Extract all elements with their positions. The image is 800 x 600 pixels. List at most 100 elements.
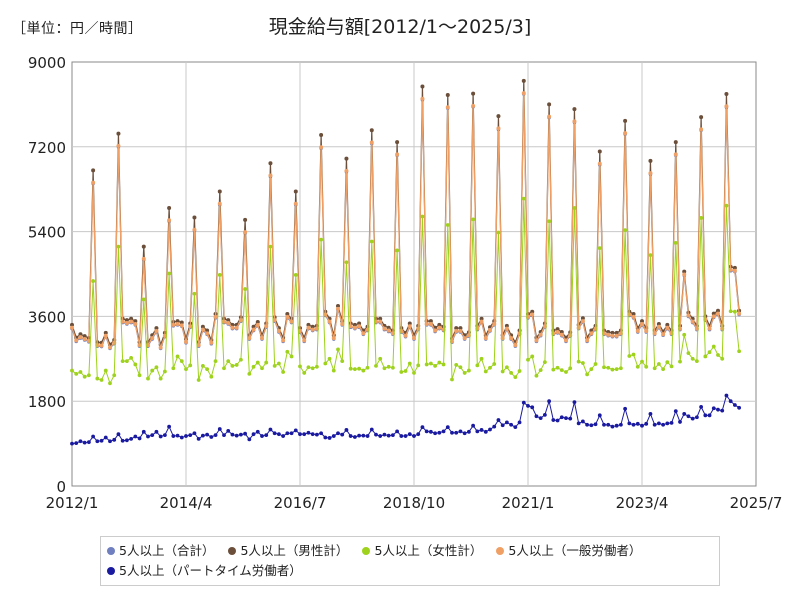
data-point bbox=[661, 367, 666, 372]
data-point bbox=[167, 218, 172, 223]
data-point bbox=[627, 421, 632, 426]
data-point bbox=[665, 360, 670, 364]
data-point bbox=[331, 336, 336, 341]
data-point bbox=[433, 328, 438, 333]
data-point bbox=[678, 359, 682, 364]
data-point bbox=[234, 363, 239, 367]
data-point bbox=[496, 114, 501, 119]
data-point bbox=[614, 367, 619, 372]
data-point bbox=[319, 133, 324, 138]
data-point bbox=[82, 337, 87, 342]
data-point bbox=[116, 143, 121, 148]
data-point bbox=[707, 350, 712, 355]
data-point bbox=[146, 376, 150, 381]
data-point bbox=[217, 273, 222, 277]
data-point bbox=[361, 368, 366, 373]
data-point bbox=[656, 362, 661, 366]
data-point bbox=[420, 425, 425, 430]
data-point bbox=[694, 415, 699, 420]
data-point bbox=[699, 404, 704, 409]
data-point bbox=[559, 415, 564, 420]
data-point bbox=[597, 246, 602, 250]
data-point bbox=[272, 363, 277, 368]
x-tick-label: 2025/7 bbox=[730, 494, 783, 512]
data-point bbox=[179, 435, 184, 440]
data-point bbox=[724, 203, 729, 208]
data-point bbox=[99, 343, 104, 348]
data-point bbox=[378, 319, 383, 324]
data-point bbox=[124, 359, 129, 364]
data-point bbox=[336, 347, 340, 352]
data-point bbox=[407, 324, 412, 329]
data-point bbox=[441, 429, 446, 434]
data-point bbox=[344, 428, 349, 432]
data-point bbox=[648, 158, 653, 163]
data-point bbox=[395, 140, 400, 145]
data-point bbox=[547, 219, 552, 224]
data-point bbox=[475, 429, 480, 434]
data-point bbox=[112, 437, 117, 442]
data-point bbox=[576, 359, 581, 364]
data-point bbox=[585, 372, 590, 377]
data-point bbox=[597, 149, 602, 154]
data-point bbox=[386, 364, 391, 369]
data-point bbox=[648, 253, 653, 258]
data-point bbox=[720, 408, 725, 413]
data-point bbox=[555, 418, 560, 423]
data-point bbox=[281, 434, 286, 438]
data-point bbox=[378, 434, 383, 438]
data-point bbox=[635, 421, 640, 426]
data-point bbox=[450, 430, 454, 435]
data-point bbox=[585, 422, 590, 427]
data-point bbox=[466, 368, 471, 373]
data-point bbox=[243, 217, 248, 222]
data-point bbox=[504, 326, 509, 331]
data-point bbox=[319, 237, 324, 242]
data-point bbox=[120, 359, 125, 364]
data-point bbox=[564, 416, 568, 421]
data-point bbox=[70, 325, 74, 330]
data-point bbox=[369, 128, 374, 133]
data-point bbox=[184, 339, 188, 344]
data-point bbox=[352, 325, 357, 330]
data-point bbox=[580, 361, 585, 365]
data-point bbox=[230, 432, 235, 437]
data-point bbox=[635, 364, 640, 369]
data-point bbox=[462, 431, 467, 436]
data-point bbox=[492, 362, 497, 366]
data-point bbox=[154, 429, 159, 434]
data-point bbox=[640, 423, 644, 428]
data-point bbox=[108, 381, 112, 386]
legend-item: 5人以上（男性計） bbox=[228, 541, 348, 561]
data-point bbox=[479, 356, 484, 361]
data-point bbox=[302, 338, 307, 343]
data-point bbox=[230, 325, 235, 330]
data-point bbox=[361, 331, 366, 336]
data-point bbox=[192, 227, 197, 232]
data-point bbox=[488, 427, 492, 432]
data-point bbox=[686, 313, 691, 318]
legend-item: 5人以上（パートタイム労働者） bbox=[107, 561, 302, 581]
legend-label: 5人以上（一般労働者） bbox=[508, 543, 642, 558]
data-point bbox=[238, 432, 243, 437]
data-point bbox=[530, 405, 535, 410]
data-point bbox=[682, 332, 687, 337]
data-point bbox=[285, 431, 290, 436]
x-tick-label: 2014/4 bbox=[160, 494, 213, 512]
legend-label: 5人以上（男性計） bbox=[240, 543, 349, 558]
data-point bbox=[428, 361, 433, 366]
data-point bbox=[352, 367, 357, 372]
data-point bbox=[618, 422, 623, 427]
data-point bbox=[656, 324, 661, 329]
data-point bbox=[369, 140, 374, 145]
data-point bbox=[707, 326, 712, 331]
data-point bbox=[306, 325, 311, 330]
data-point bbox=[610, 333, 615, 338]
data-point bbox=[184, 367, 188, 372]
data-point bbox=[382, 326, 387, 331]
data-point bbox=[306, 365, 311, 370]
legend-item: 5人以上（一般労働者） bbox=[496, 541, 641, 561]
data-point bbox=[504, 365, 509, 370]
data-point bbox=[551, 418, 556, 422]
legend-item: 5人以上（女性計） bbox=[362, 541, 482, 561]
